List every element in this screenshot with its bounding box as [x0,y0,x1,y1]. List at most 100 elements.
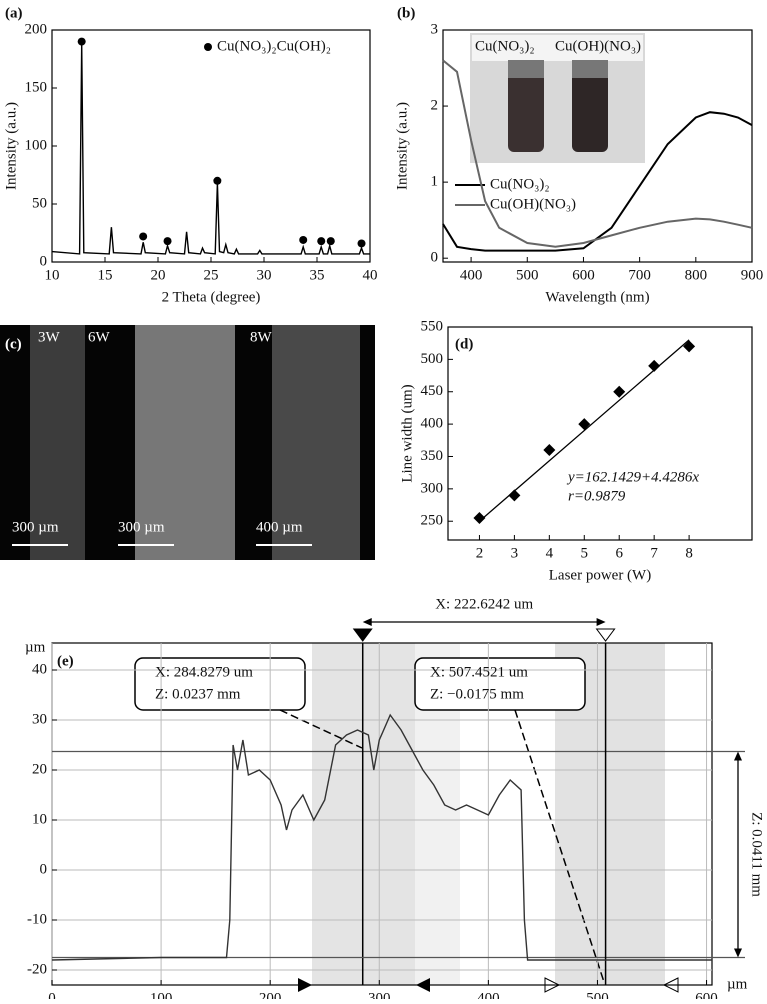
y-tick-label: 20 [32,761,47,777]
x-tick-label: 700 [628,267,651,283]
x-tick-label: 20 [151,267,166,283]
peak-marker [326,237,335,246]
x-tick-label: 300 [368,990,391,999]
x-tick-label: 900 [741,267,764,283]
data-point [508,489,521,502]
x-tick-label: 100 [150,990,173,999]
data-line [442,59,753,248]
x-tick-label: 600 [572,267,595,283]
arrow-head [596,618,606,626]
legend-label: Cu(NO₃)₂ [490,176,550,192]
y-tick-label: 30 [32,711,47,727]
data-point [613,385,626,398]
data-point [648,359,661,372]
x-axis-title: Laser power (W) [549,567,651,583]
legend-label: Cu(OH)(NO₃) [490,196,576,212]
peak-marker [299,235,308,244]
image-label: 3W [38,329,61,345]
scale-bar-label: 300 µm [118,519,165,535]
y-tick-label: 0 [40,861,48,877]
panel-label: (e) [57,653,74,669]
x-tick-label: 35 [310,267,325,283]
peak-marker [139,232,148,241]
y-axis-title: Intensity (a.u.) [394,102,410,190]
cursor-triangle [595,628,616,642]
x-tick-label: 2 [476,545,484,561]
annotation-box [414,657,586,711]
leader-line [279,709,363,749]
legend-label: Cu(NO₃)₂Cu(OH)₂ [217,38,331,54]
data-point [683,340,696,353]
annotation-box [134,657,306,711]
data-line [442,111,753,252]
y-tick-label: -20 [27,961,47,977]
peak-marker [213,176,222,185]
y-tick-label: 3 [431,21,439,37]
data-point [543,444,556,457]
peak-marker [77,37,86,46]
x-tick-label: 400 [460,267,483,283]
panel-label: (a) [5,5,23,21]
sem-line [135,325,235,560]
arrow-head [734,751,742,761]
data-point [473,511,486,524]
x-tick-label: 3 [511,545,519,561]
x-tick-label: 40 [363,267,378,283]
inset-label: Cu(OH)(NO₃) [555,38,641,54]
data-line [51,713,712,961]
y-tick-label: 500 [421,351,444,367]
y-tick-label: 350 [421,448,444,464]
x-tick-label: 4 [546,545,554,561]
data-line [51,43,370,255]
x-tick-label: 500 [516,267,539,283]
y-tick-label: 400 [421,416,444,432]
y-tick-label: -10 [27,911,47,927]
image-label: 6W [88,329,111,345]
cursor-x-label: X: 284.8279 um [155,664,253,680]
arrow-head [734,948,742,958]
y-tick-label: 10 [32,811,47,827]
x-tick-label: 0 [48,990,56,999]
plot-frame [447,326,753,541]
x-tick-label: 30 [257,267,272,283]
sem-line [272,325,360,560]
y-tick-label: 40 [32,661,47,677]
scale-bar-label: 300 µm [12,519,59,535]
x-tick-label: 6 [615,545,623,561]
y-tick-label: 300 [421,480,444,496]
y-tick-label: 450 [421,383,444,399]
y-axis-title: Intensity (a.u.) [3,102,19,190]
panel-label: (d) [455,336,473,352]
cursor-triangle [352,628,373,642]
cursor-z-label: Z: 0.0237 mm [155,686,241,702]
panel-label: (c) [5,336,22,352]
y-tick-label: 250 [421,513,444,529]
fit-annotation: r=0.9879 [568,488,626,504]
vial [572,60,608,152]
image-label: 8W [250,329,273,345]
plot-frame [51,29,371,263]
y-tick-label: 1 [431,174,439,190]
photo-background [472,35,643,61]
fit-annotation: y=162.1429+4.4286x [566,469,699,485]
band [312,643,415,985]
inset-label: Cu(NO₃)₂ [475,38,535,54]
x-tick-label: 25 [204,267,219,283]
peak-marker [163,237,172,246]
x-tick-label: 600 [695,990,718,999]
y-axis-title: Line width (um) [399,384,415,482]
y-tick-label: 50 [32,195,47,211]
cursor-x-label: X: 507.4521 um [430,664,528,680]
arrow-head [362,618,372,626]
vial-cap [508,60,544,78]
x-tick-label: 500 [586,990,609,999]
y-tick-label: 0 [40,253,48,269]
data-point [578,418,591,431]
legend-swatch [204,43,212,51]
y-tick-label: 550 [421,318,444,334]
x-tick-label: 10 [45,267,60,283]
panel-label: (b) [397,5,415,21]
scale-bar-label: 400 µm [256,519,303,535]
x-tick-label: 200 [259,990,282,999]
